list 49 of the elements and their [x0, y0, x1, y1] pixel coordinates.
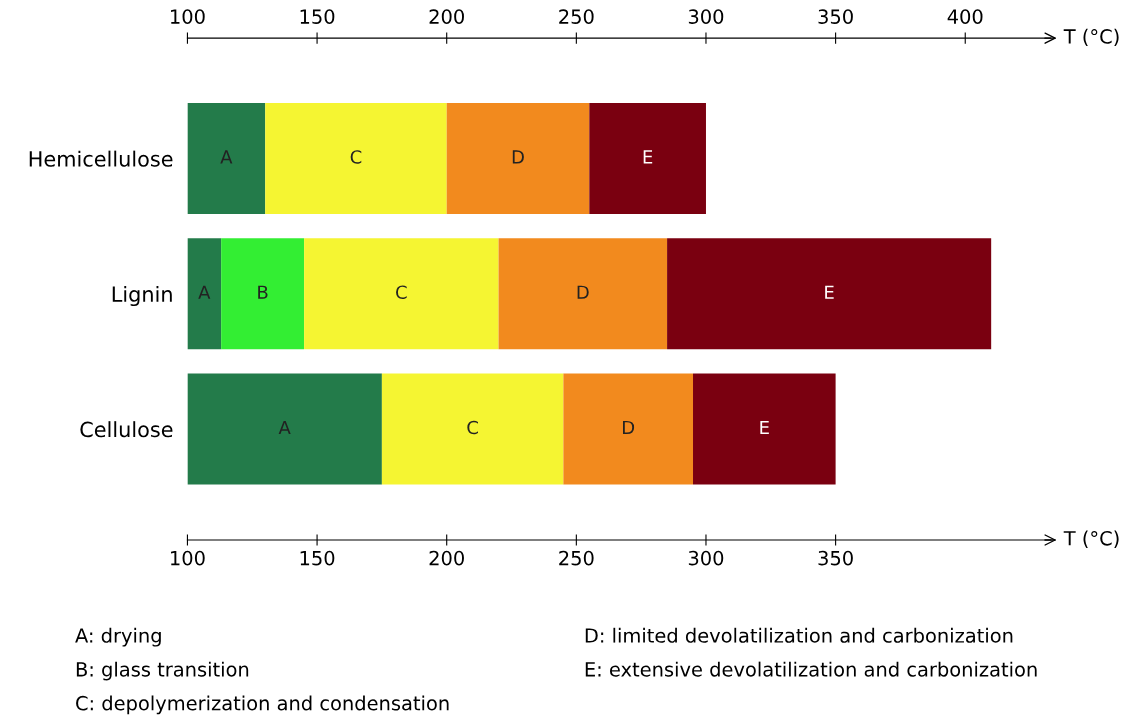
y-tick-label: Lignin: [112, 285, 172, 307]
x-tick-label: 150: [300, 550, 335, 566]
bar: [265, 103, 447, 215]
bar: [187, 373, 382, 485]
data-label: E: [825, 285, 834, 299]
x-tick-label: 100: [171, 550, 205, 566]
text: D: limited devolatilization and carbonization: [585, 627, 1013, 643]
data-label: D: [577, 285, 589, 299]
x-tick-label: 350: [818, 550, 853, 566]
bar: [563, 373, 694, 485]
bar: [693, 373, 836, 485]
bar: [446, 103, 590, 215]
bar: [187, 103, 266, 215]
bar: [667, 238, 992, 350]
bar: [187, 238, 222, 350]
text: B: glass transition: [76, 661, 249, 681]
text: E: extensive devolatilization and carbonization: [585, 661, 1037, 677]
x2-tick-label: 250: [559, 9, 594, 24]
bar: [589, 103, 706, 215]
x2-tick-label: 350: [818, 9, 853, 24]
text: C: depolymerization and condensation: [76, 695, 449, 715]
x2-tick-label: 150: [300, 9, 335, 24]
data-label: C: [350, 150, 362, 164]
x-tick-label: 200: [429, 550, 464, 566]
x-tick-label: 300: [688, 550, 724, 566]
data-label: D: [512, 150, 524, 164]
x2-axis-title: T (°C): [1063, 28, 1119, 47]
data-label: A: [220, 150, 233, 164]
bar: [498, 238, 668, 350]
x-tick-label: 250: [559, 550, 594, 566]
x2-tick-label: 200: [429, 9, 464, 24]
data-label: A: [278, 420, 291, 435]
data-label: E: [643, 150, 653, 164]
data-label: C: [467, 420, 478, 435]
bar: [304, 238, 499, 350]
data-label: B: [258, 285, 268, 299]
x2-tick-label: 300: [688, 9, 724, 24]
data-label: A: [198, 285, 211, 299]
x2-tick-label: 100: [171, 9, 205, 24]
text: A: drying: [75, 627, 161, 647]
data-label: C: [396, 285, 407, 300]
x-axis-title: T (°C): [1063, 530, 1119, 548]
y-tick-label: Hemicellulose: [29, 150, 173, 167]
bar: [221, 238, 305, 350]
bar: [381, 373, 564, 485]
y-tick-label: Cellulose: [80, 421, 173, 438]
x2-tick-label: 400: [947, 9, 983, 24]
data-label: E: [760, 420, 769, 435]
data-label: D: [623, 420, 635, 435]
